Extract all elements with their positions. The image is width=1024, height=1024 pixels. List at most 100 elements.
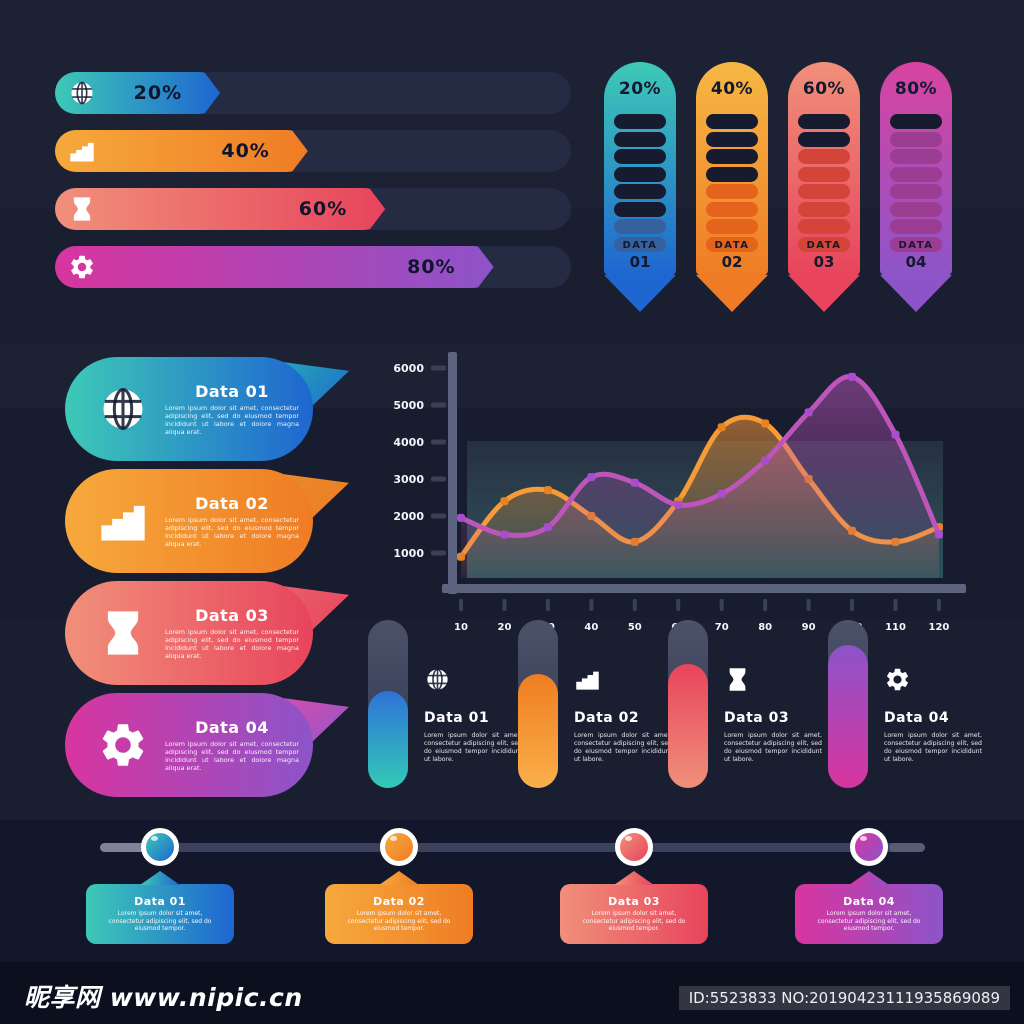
gear-icon (97, 719, 149, 771)
capsule-percent: 80% (894, 79, 938, 99)
svg-text:120: 120 (929, 622, 950, 633)
capsule-segment (614, 131, 666, 147)
callout-title: Data 01 (134, 895, 186, 909)
capsule-segment (798, 184, 850, 199)
capsule-number: 03 (813, 253, 835, 271)
svg-text:4000: 4000 (393, 436, 424, 449)
capsule-percent: 60% (802, 79, 846, 99)
svg-text:2000: 2000 (393, 510, 424, 523)
timeline-callout: Data 02 Lorem ipsum dolor sit amet, cons… (325, 871, 473, 944)
callout-title: Data 04 (843, 895, 895, 909)
capsule-segment (614, 219, 666, 234)
timeline-handle[interactable] (380, 828, 418, 866)
progress-bar-label: 20% (133, 82, 183, 104)
gear-icon (68, 253, 96, 281)
svg-text:50: 50 (628, 622, 642, 633)
svg-text:10: 10 (454, 622, 468, 633)
capsule-number: 04 (905, 253, 927, 271)
hourglass-icon (724, 666, 751, 693)
svg-text:110: 110 (885, 622, 906, 633)
gauge-group: Data 04 Lorem ipsum dolor sit amet, cons… (828, 620, 982, 792)
gauge-track (368, 620, 408, 788)
capsule-data-label: DATA (806, 240, 842, 251)
capsule-segment (614, 201, 666, 217)
bar-chart-icon (97, 495, 149, 547)
capsule-segment (706, 114, 758, 129)
line-chart: 6000500040003000200010001020304050607080… (393, 352, 966, 633)
capsule-segment (706, 236, 758, 252)
banner-desc: Lorem ipsum dolor sit amet, consectetur … (165, 403, 299, 437)
footer-bar: 昵享网 www.nipic.cn ID:5523833 NO:201904231… (0, 962, 1024, 1024)
capsule-tip (604, 275, 676, 312)
gauge-title: Data 01 (424, 710, 490, 726)
capsule-segment (798, 201, 850, 217)
svg-text:80: 80 (758, 622, 772, 633)
gauge-fill (368, 690, 408, 788)
timeline-handle[interactable] (141, 828, 179, 866)
gear-icon (884, 666, 911, 693)
capsule-segment (706, 166, 758, 182)
banner-card: Data 01 Lorem ipsum dolor sit amet, cons… (65, 357, 349, 461)
timeline-callout: Data 01 Lorem ipsum dolor sit amet, cons… (86, 871, 234, 944)
callout-title: Data 02 (373, 895, 425, 909)
capsule-data-label: DATA (714, 240, 750, 251)
banner-card: Data 02 Lorem ipsum dolor sit amet, cons… (65, 469, 349, 573)
capsule-segment (614, 166, 666, 182)
callout-desc: Lorem ipsum dolor sit amet, consectetur … (817, 910, 921, 933)
progress-bar-track: 80% (55, 246, 571, 288)
svg-text:90: 90 (802, 622, 816, 633)
gauge-fill (668, 663, 708, 788)
progress-bar-track: 40% (55, 130, 571, 172)
capsule-percent: 20% (618, 79, 662, 99)
capsule-segment (798, 236, 850, 252)
banner-title: Data 02 (195, 493, 269, 513)
capsule-segment (706, 184, 758, 199)
capsule-segment (614, 184, 666, 199)
capsule-data-label: DATA (898, 240, 934, 251)
callout-desc: Lorem ipsum dolor sit amet, consectetur … (347, 910, 451, 933)
gauge-track (518, 620, 558, 788)
capsule-segments (798, 114, 850, 252)
callout-title: Data 03 (608, 895, 660, 909)
svg-text:3000: 3000 (393, 473, 424, 486)
capsule-segment (798, 219, 850, 234)
callout-desc: Lorem ipsum dolor sit amet, consectetur … (108, 910, 212, 933)
gauge-title: Data 03 (724, 710, 790, 726)
progress-bar-fill: 60% (55, 188, 385, 230)
globe-icon (424, 666, 451, 693)
footer-watermark: 昵享网 www.nipic.cn (24, 983, 303, 1012)
capsule-meter: 40% DATA 02 (696, 62, 768, 314)
capsule-segment (614, 114, 666, 129)
capsule-segment (890, 114, 942, 129)
gauge-group: Data 02 Lorem ipsum dolor sit amet, cons… (518, 620, 672, 792)
capsule-segment (706, 149, 758, 164)
capsule-segments (614, 114, 666, 252)
gauge-title: Data 04 (884, 710, 950, 726)
gauge-track (828, 620, 868, 788)
progress-bar-label: 40% (221, 140, 270, 162)
timeline-handle[interactable] (615, 828, 653, 866)
footer-id-badge: ID:5523833 NO:20190423111935869089 (678, 986, 1010, 1010)
progress-bar-label: 60% (298, 198, 348, 220)
capsule-segment (706, 131, 758, 147)
banner-desc: Lorem ipsum dolor sit amet, consectetur … (165, 739, 299, 773)
timeline-callout: Data 03 Lorem ipsum dolor sit amet, cons… (560, 871, 708, 944)
capsule-segments (706, 114, 758, 252)
bar-chart-icon (574, 666, 601, 693)
timeline-track[interactable] (100, 843, 925, 852)
capsule-segment (890, 149, 942, 164)
svg-text:6000: 6000 (393, 362, 424, 375)
capsule-segment (890, 166, 942, 182)
timeline-handle[interactable] (850, 828, 888, 866)
capsule-segments (890, 114, 942, 252)
capsule-data-label: DATA (622, 240, 658, 251)
capsule-segment (890, 131, 942, 147)
capsule-segment (798, 114, 850, 129)
gauge-fill (518, 673, 558, 788)
banner-card: Data 04 Lorem ipsum dolor sit amet, cons… (65, 693, 349, 797)
gauge-title: Data 02 (574, 710, 640, 726)
capsule-segment (798, 131, 850, 147)
capsule-number: 02 (721, 253, 743, 271)
capsule-segment (706, 201, 758, 217)
capsule-tip (696, 275, 768, 312)
